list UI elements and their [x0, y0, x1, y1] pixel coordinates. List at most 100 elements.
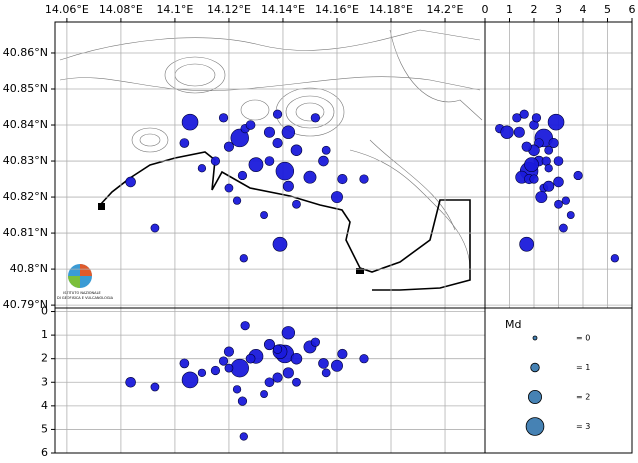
x-tick-label: 4 — [580, 3, 587, 16]
event — [272, 236, 288, 252]
x-tick-label: 14.2°E — [427, 3, 464, 16]
x-tick-label: 6 — [629, 3, 636, 16]
event — [318, 155, 329, 167]
points — [125, 321, 369, 441]
y-tick-label: 3 — [41, 375, 48, 388]
event — [500, 125, 514, 139]
x-tick-label: 5 — [604, 3, 611, 16]
event — [223, 346, 235, 357]
event — [272, 344, 283, 354]
event — [218, 113, 229, 123]
event — [264, 156, 275, 166]
x-tick-label: 14.16°E — [315, 3, 359, 16]
event — [237, 396, 248, 406]
event — [566, 211, 575, 219]
event — [263, 126, 275, 138]
event — [512, 113, 522, 123]
event — [223, 141, 235, 152]
event — [310, 337, 320, 347]
event — [230, 358, 249, 378]
event — [513, 126, 525, 138]
event — [519, 236, 535, 252]
event — [275, 161, 295, 181]
event — [547, 113, 565, 131]
event — [264, 377, 275, 388]
event — [263, 339, 275, 351]
logo-text: DI GEOFISICA E VULCANOLOGIA — [57, 296, 114, 300]
legend-title: Md — [505, 318, 521, 331]
y-tick-label: 40.85°N — [3, 82, 48, 95]
event — [337, 173, 348, 185]
y-tick-label: 40.8°N — [10, 262, 48, 275]
event — [218, 356, 229, 366]
event — [321, 145, 331, 155]
event — [524, 157, 539, 172]
y-tick-label: 40.86°N — [3, 46, 48, 59]
event — [239, 254, 248, 263]
event — [125, 376, 136, 388]
y-tick-label: 6 — [41, 446, 48, 459]
event — [521, 141, 532, 152]
event — [337, 348, 348, 360]
event — [318, 358, 329, 369]
event — [535, 191, 548, 204]
event — [290, 144, 303, 156]
legend-frame — [484, 307, 633, 454]
event — [321, 368, 331, 378]
event — [331, 359, 343, 372]
event — [559, 223, 568, 233]
x-tick-label: 14.12°E — [207, 3, 251, 16]
event — [230, 128, 249, 148]
y-tick-label: 40.81°N — [3, 226, 48, 239]
event — [543, 180, 555, 192]
event — [232, 385, 242, 394]
legend-label: = 2 — [576, 393, 590, 402]
event — [224, 183, 234, 193]
x-tick-label: 14.1°E — [156, 3, 193, 16]
event — [331, 191, 343, 204]
event — [239, 432, 248, 441]
event — [282, 367, 294, 379]
event — [310, 113, 320, 123]
y-tick-label: 2 — [41, 352, 48, 365]
legend-label: = 1 — [576, 363, 590, 372]
legend-marker — [525, 417, 545, 436]
y-tick-label: 40.79°N — [3, 298, 48, 311]
event — [237, 170, 248, 181]
legend-label: = 3 — [576, 422, 590, 431]
event — [248, 157, 264, 172]
event — [210, 365, 221, 376]
x-tick-label: 14.18°E — [369, 3, 413, 16]
legend-marker — [528, 389, 543, 404]
y-tick-label: 40.83°N — [3, 154, 48, 167]
event — [125, 176, 136, 188]
y-tick-label: 40.82°N — [3, 190, 48, 203]
event — [610, 254, 619, 263]
legend-marker — [532, 335, 538, 341]
event — [150, 223, 160, 233]
event — [292, 377, 301, 387]
event — [573, 170, 583, 181]
x-tick-label: 14.08°E — [99, 3, 143, 16]
x-tick-label: 14.06°E — [45, 3, 89, 16]
legend-label: = 0 — [576, 334, 590, 343]
event — [303, 170, 317, 184]
event — [260, 390, 268, 398]
event — [553, 156, 564, 166]
event — [561, 196, 570, 205]
event — [359, 174, 369, 184]
event — [179, 138, 190, 148]
event — [554, 199, 563, 209]
event — [197, 164, 207, 173]
x-tick-label: 14.14°E — [261, 3, 305, 16]
event — [282, 180, 294, 192]
x-tick-label: 3 — [555, 3, 562, 16]
event — [281, 125, 296, 139]
event — [544, 164, 553, 173]
event — [181, 371, 199, 389]
points — [125, 109, 369, 263]
event — [272, 109, 283, 119]
x-tick-label: 1 — [506, 3, 513, 16]
event — [179, 358, 190, 369]
y-tick-label: 0 — [41, 305, 48, 318]
